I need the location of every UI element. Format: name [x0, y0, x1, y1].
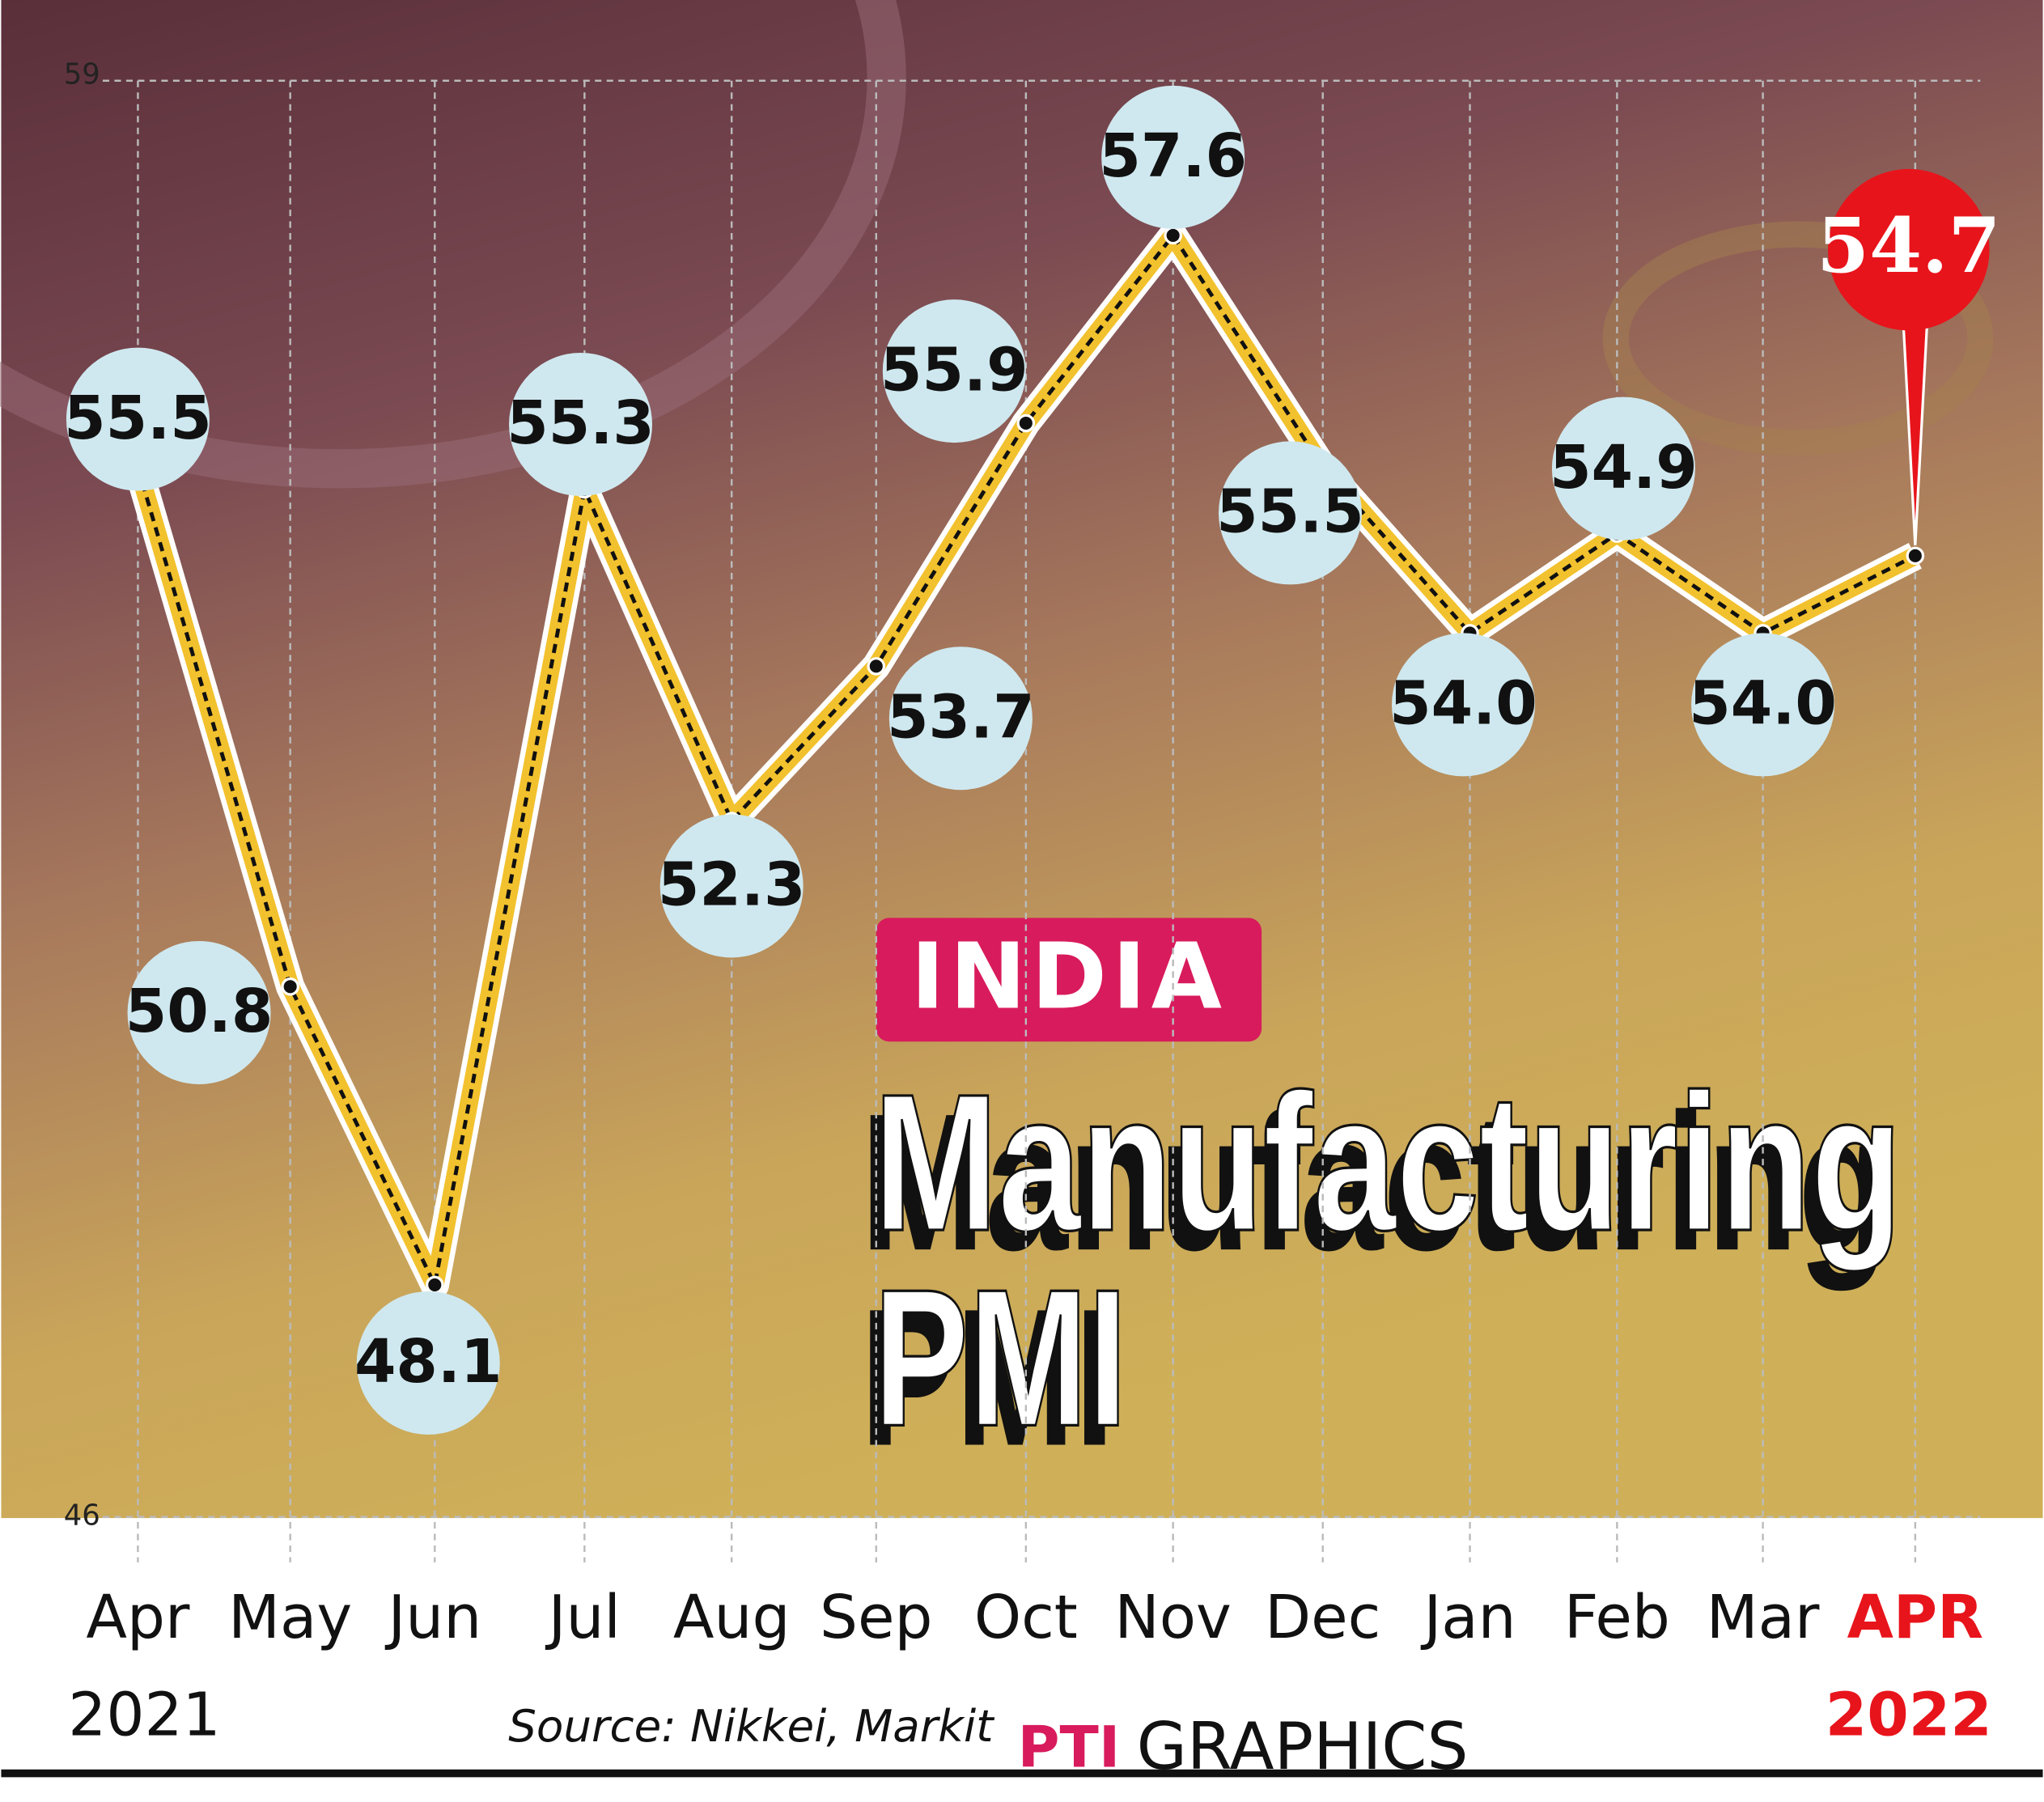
- value-label: 55.9: [880, 335, 1028, 405]
- x-start-year: 2021: [68, 1681, 220, 1750]
- decoration: [0, 0, 906, 489]
- label-bubble: [1101, 85, 1245, 229]
- x-tick-label: Sep: [820, 1583, 932, 1652]
- x-tick-label: Aug: [673, 1583, 791, 1652]
- label-bubble: [356, 1291, 500, 1435]
- label-bubble: [1551, 396, 1695, 541]
- label-bubble: [882, 299, 1026, 443]
- x-end-year: 2022: [1826, 1681, 1992, 1750]
- value-label: 54.7: [1817, 201, 2000, 290]
- x-tick-label: APR: [1847, 1583, 1984, 1652]
- y-tick-label: 59: [64, 57, 100, 91]
- label-bubble: [888, 647, 1033, 791]
- x-tick-label: Jul: [545, 1583, 621, 1652]
- value-label: 57.6: [1099, 121, 1247, 191]
- point: [426, 1275, 444, 1295]
- x-tick-label: Mar: [1707, 1583, 1820, 1652]
- label-bubble: [127, 940, 271, 1084]
- subtitle-shadow: PMI: [860, 1269, 1114, 1486]
- x-tick-label: May: [228, 1583, 352, 1652]
- x-tick-label: Feb: [1564, 1583, 1670, 1652]
- x-tick-label: Dec: [1265, 1583, 1380, 1652]
- footer-band: [1, 1518, 2043, 1774]
- y-tick-label: 46: [64, 1499, 100, 1533]
- label-bubble: [659, 814, 804, 958]
- value-label: 52.3: [658, 850, 806, 920]
- x-tick-label: Apr: [86, 1583, 190, 1652]
- label-bubble: [509, 352, 653, 496]
- point: [281, 977, 299, 996]
- title-box: [876, 918, 1262, 1042]
- x-tick-label: Jun: [384, 1583, 481, 1652]
- credit: GRAPHICS: [1137, 1708, 1469, 1784]
- x-tick-label: Jan: [1420, 1583, 1516, 1652]
- value-label: 53.7: [887, 682, 1035, 752]
- subtitle-shadow: Manufacturing: [860, 1074, 1889, 1291]
- value-label: 54.0: [1689, 669, 1837, 739]
- subtitle: Manufacturing: [874, 1054, 1902, 1272]
- point: [1164, 226, 1182, 245]
- source: Source: Nikkei, Markit: [508, 1700, 995, 1752]
- callout-bubble: [1828, 168, 1990, 331]
- value-label: 55.3: [507, 388, 655, 458]
- value-label: 55.5: [64, 384, 212, 453]
- label-bubble: [1691, 633, 1835, 777]
- chart-title: INDIA: [910, 923, 1227, 1030]
- label-bubble: [1218, 441, 1362, 585]
- subtitle: PMI: [874, 1249, 1128, 1467]
- credit-logo: PTI: [1018, 1714, 1121, 1781]
- value-label: 54.9: [1550, 433, 1698, 502]
- label-bubble: [1391, 633, 1535, 777]
- value-label: 50.8: [125, 977, 274, 1046]
- decoration: [1602, 221, 1994, 456]
- label-bubble: [66, 347, 210, 491]
- value-label: 55.5: [1216, 477, 1364, 547]
- value-label: 54.0: [1389, 669, 1537, 739]
- value-label: 48.1: [354, 1327, 503, 1397]
- point: [867, 657, 886, 676]
- point: [1016, 413, 1036, 433]
- x-tick-label: Nov: [1114, 1583, 1231, 1652]
- x-tick-label: Oct: [974, 1583, 1078, 1652]
- point: [1906, 546, 1925, 566]
